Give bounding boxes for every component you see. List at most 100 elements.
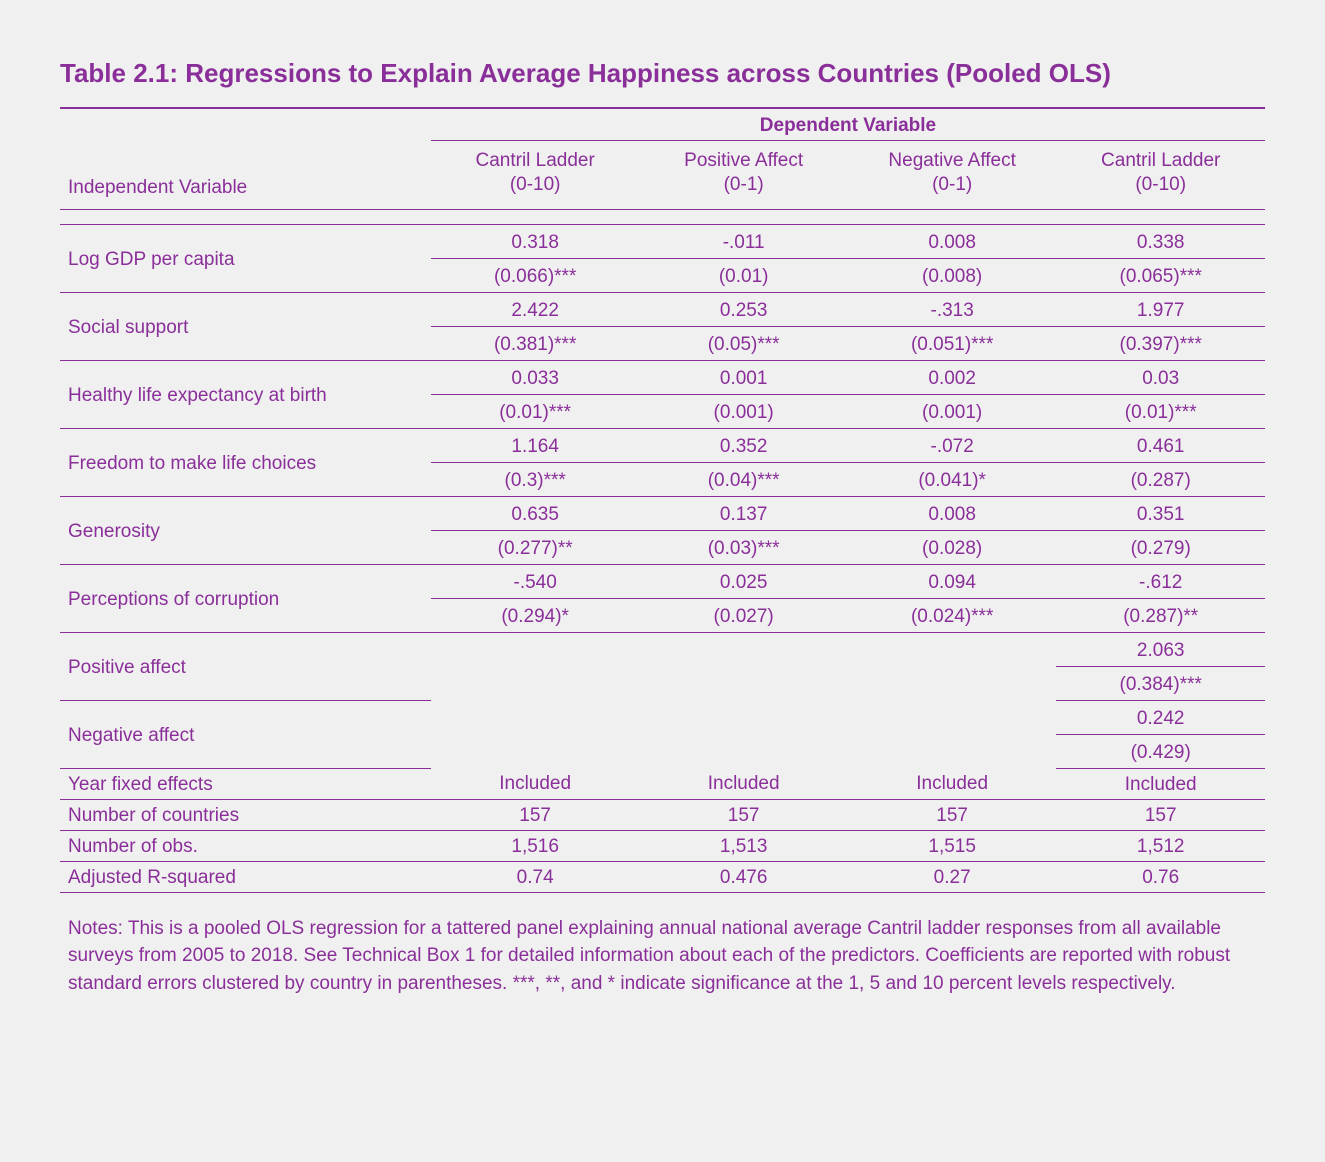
summary-cell: 157 [848,799,1057,830]
summary-cell: Included [848,768,1057,799]
table-notes: Notes: This is a pooled OLS regression f… [60,915,1265,998]
table-row: Social support2.4220.253-.3131.977 [60,292,1265,326]
se-cell: (0.041)* [848,462,1057,496]
row-label: Positive affect [60,632,431,700]
coef-cell: 1.164 [431,428,640,462]
se-cell: (0.397)*** [1056,326,1265,360]
col-header-4-line2: (0-10) [1135,174,1186,195]
se-cell: (0.3)*** [431,462,640,496]
se-cell: (0.001) [848,394,1057,428]
summary-row: Adjusted R-squared0.740.4760.270.76 [60,861,1265,892]
col-header-2: Positive Affect (0-1) [639,141,848,210]
coef-cell: 0.318 [431,224,640,258]
header-spacer [60,209,1265,224]
coef-cell: 0.137 [639,496,848,530]
se-cell [431,666,640,700]
summary-row: Year fixed effectsIncludedIncludedInclud… [60,768,1265,799]
summary-row: Number of countries157157157157 [60,799,1265,830]
row-label: Social support [60,292,431,360]
col-header-2-line1: Positive Affect [684,150,803,171]
coef-cell: 0.094 [848,564,1057,598]
table-row: Log GDP per capita0.318-.0110.0080.338 [60,224,1265,258]
table-title: Table 2.1: Regressions to Explain Averag… [60,58,1265,89]
coef-cell: 0.002 [848,360,1057,394]
coef-cell: -.072 [848,428,1057,462]
coef-cell [431,632,640,666]
coef-cell: 0.03 [1056,360,1265,394]
row-label: Negative affect [60,700,431,768]
summary-cell: 157 [639,799,848,830]
coef-cell: 0.635 [431,496,640,530]
col-header-2-line2: (0-1) [724,174,764,195]
summary-cell: 1,512 [1056,830,1265,861]
page-container: Table 2.1: Regressions to Explain Averag… [0,0,1325,1162]
coef-cell: 0.352 [639,428,848,462]
row-label: Perceptions of corruption [60,564,431,632]
coef-cell: -.313 [848,292,1057,326]
summary-label: Year fixed effects [60,768,431,799]
se-cell: (0.01)*** [431,394,640,428]
se-cell [848,734,1057,768]
se-cell: (0.04)*** [639,462,848,496]
coef-cell: 0.461 [1056,428,1265,462]
row-label: Log GDP per capita [60,224,431,292]
summary-label: Number of obs. [60,830,431,861]
col-header-3-line1: Negative Affect [888,150,1015,171]
se-cell: (0.024)*** [848,598,1057,632]
summary-cell: 1,515 [848,830,1057,861]
summary-cell: 1,513 [639,830,848,861]
row-label: Generosity [60,496,431,564]
coef-cell [848,700,1057,734]
independent-variable-header: Independent Variable [60,141,431,210]
regression-table: Dependent Variable Independent Variable … [60,107,1265,893]
se-cell: (0.001) [639,394,848,428]
table-row: Positive affect2.063 [60,632,1265,666]
se-cell: (0.01)*** [1056,394,1265,428]
col-header-3: Negative Affect (0-1) [848,141,1057,210]
se-cell: (0.294)* [431,598,640,632]
coef-cell [431,700,640,734]
se-cell [639,734,848,768]
coef-cell [639,632,848,666]
coef-cell: 0.001 [639,360,848,394]
col-header-1: Cantril Ladder (0-10) [431,141,640,210]
coef-cell [639,700,848,734]
se-cell: (0.028) [848,530,1057,564]
col-header-3-line2: (0-1) [932,174,972,195]
coef-cell: 0.338 [1056,224,1265,258]
dependent-variable-header: Dependent Variable [431,108,1265,141]
summary-cell: Included [639,768,848,799]
se-cell: (0.01) [639,258,848,292]
summary-cell: Included [431,768,640,799]
col-header-1-line2: (0-10) [510,174,561,195]
row-label: Healthy life expectancy at birth [60,360,431,428]
coef-cell: 2.063 [1056,632,1265,666]
col-header-1-line1: Cantril Ladder [475,150,594,171]
coef-cell: -.612 [1056,564,1265,598]
se-cell: (0.287)** [1056,598,1265,632]
coef-cell: 1.977 [1056,292,1265,326]
se-cell: (0.381)*** [431,326,640,360]
se-cell: (0.429) [1056,734,1265,768]
coef-cell: 0.351 [1056,496,1265,530]
summary-cell: 0.74 [431,861,640,892]
se-cell: (0.287) [1056,462,1265,496]
col-header-4: Cantril Ladder (0-10) [1056,141,1265,210]
se-cell: (0.065)*** [1056,258,1265,292]
coef-cell: 0.033 [431,360,640,394]
table-row: Perceptions of corruption-.5400.0250.094… [60,564,1265,598]
coef-cell: 2.422 [431,292,640,326]
summary-row: Number of obs.1,5161,5131,5151,512 [60,830,1265,861]
coef-cell: -.011 [639,224,848,258]
coef-cell: -.540 [431,564,640,598]
se-cell: (0.05)*** [639,326,848,360]
se-cell [431,734,640,768]
se-cell [639,666,848,700]
table-top-rule: Dependent Variable [60,108,1265,141]
summary-cell: Included [1056,768,1265,799]
table-row: Generosity0.6350.1370.0080.351 [60,496,1265,530]
se-cell: (0.051)*** [848,326,1057,360]
coef-cell [848,632,1057,666]
se-cell: (0.066)*** [431,258,640,292]
summary-cell: 1,516 [431,830,640,861]
